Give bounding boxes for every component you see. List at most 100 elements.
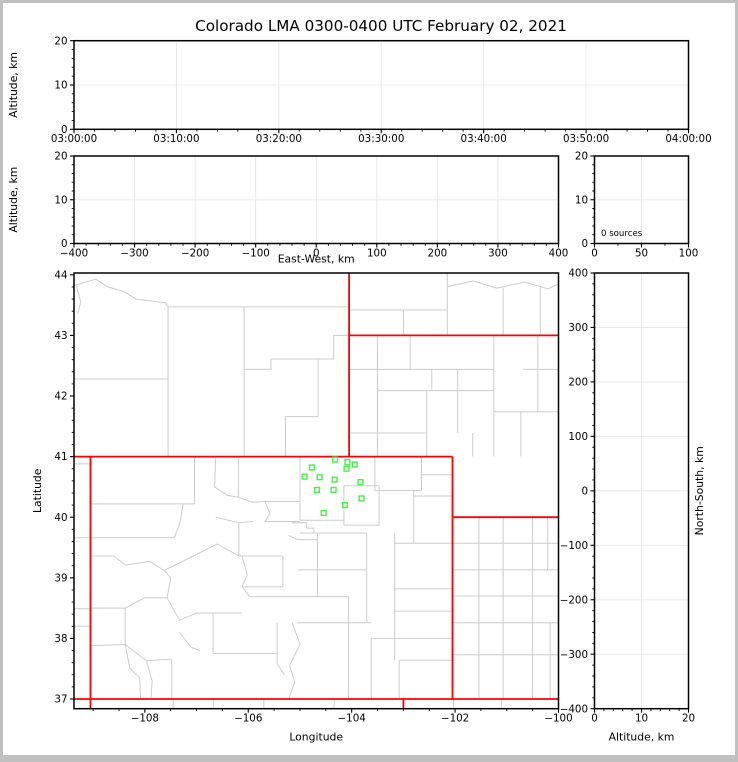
x-tick-label: 0 — [591, 247, 598, 259]
ew-height-xlabel: East-West, km — [278, 253, 355, 266]
x-tick-label: 03:40:00 — [461, 133, 507, 145]
county-boundary-line — [333, 698, 336, 709]
lma-station-marker — [308, 464, 316, 471]
map-ylabel: Latitude — [31, 468, 44, 513]
y-tick-label: 43 — [54, 330, 67, 342]
x-tick-label: 03:50:00 — [563, 133, 609, 145]
y-tick-label: 37 — [54, 694, 67, 706]
y-tick-label: 10 — [54, 80, 67, 92]
x-tick-label: 03:00:00 — [51, 133, 97, 145]
y-tick-label: 10 — [575, 194, 588, 206]
time-height-ylabel: Altitude, km — [7, 52, 20, 118]
county-boundary-line — [166, 597, 197, 621]
county-boundary-line — [288, 534, 298, 541]
x-tick-label: 04:00:00 — [665, 133, 711, 145]
y-tick-label: 400 — [568, 268, 588, 280]
x-tick-label: −100 — [544, 713, 572, 725]
lma-station-marker — [313, 486, 321, 494]
y-tick-label: 0 — [581, 238, 588, 250]
ns-height-ylabel: North-South, km — [693, 446, 706, 535]
county-boundary-line — [244, 334, 350, 370]
y-tick-label: 300 — [568, 322, 588, 334]
panel-spines — [73, 272, 560, 710]
panel-ns-height: 0 10 20 −400 −300 −200 −100 0 100 200 300 400 — [560, 268, 695, 725]
lma-station-marker — [332, 456, 339, 463]
county-boundary-line — [145, 660, 153, 700]
map-layers — [74, 273, 559, 709]
x-tick-label: −102 — [441, 713, 469, 725]
lma-station-marker — [343, 465, 350, 472]
lma-station-marker — [301, 473, 308, 480]
county-boundary-line — [241, 555, 248, 588]
county-boundary-line — [124, 644, 142, 700]
panel-time-height: 03:00:00 03:10:00 03:20:00 03:30:00 03:40:00… — [51, 35, 712, 145]
lma-station-marker — [357, 479, 364, 486]
y-tick-label: 0 — [61, 238, 68, 250]
y-tick-label: 0 — [61, 124, 68, 136]
county-boundary-line — [241, 586, 251, 597]
county-boundary-line — [173, 503, 184, 538]
county-boundary-line — [163, 543, 240, 571]
x-tick-label: −200 — [181, 247, 209, 259]
x-tick-label: −108 — [131, 713, 159, 725]
county-boundary-line — [276, 622, 285, 676]
x-tick-label: −104 — [338, 713, 366, 725]
map-xlabel: Longitude — [289, 731, 343, 744]
y-tick-label: −100 — [560, 540, 588, 552]
county-boundary-line — [90, 555, 165, 571]
y-tick-label: 40 — [54, 512, 67, 524]
county-boundary-line — [288, 622, 301, 700]
y-tick-label: −200 — [560, 594, 588, 606]
lma-station-marker — [351, 461, 358, 468]
lma-station-marker — [358, 495, 365, 502]
x-tick-label: 400 — [549, 247, 569, 259]
y-tick-label: 42 — [54, 391, 67, 403]
county-boundary-line — [90, 597, 168, 609]
county-boundary-line — [214, 457, 239, 498]
x-tick-label: 50 — [635, 247, 648, 259]
x-tick-label: 10 — [635, 713, 648, 725]
lma-station-marker — [331, 476, 338, 483]
y-tick-label: 100 — [568, 431, 588, 443]
county-boundary-line — [264, 501, 300, 522]
county-boundary-line — [76, 286, 82, 315]
ns-height-xlabel: Altitude, km — [609, 731, 675, 744]
y-tick-label: 44 — [54, 269, 67, 281]
county-boundary-line — [74, 278, 169, 308]
lma-station-marker — [320, 509, 327, 517]
lma-station-marker — [316, 474, 323, 481]
x-tick-label: 20 — [682, 713, 695, 725]
y-tick-label: 38 — [54, 633, 67, 645]
county-boundary-line — [163, 570, 172, 598]
county-boundary-line — [291, 522, 315, 533]
county-boundary-line — [237, 456, 267, 503]
y-tick-label: 200 — [568, 377, 588, 389]
x-tick-label: 0 — [591, 713, 598, 725]
x-tick-label: 03:20:00 — [256, 133, 302, 145]
source-count-annotation: 0 sources — [601, 229, 643, 239]
county-boundary-line — [447, 280, 559, 290]
x-tick-label: 300 — [488, 247, 508, 259]
y-tick-label: 10 — [54, 194, 67, 206]
figure-title: Colorado LMA 0300-0400 UTC February 02, … — [195, 17, 567, 35]
lma-station-marker — [341, 502, 349, 509]
y-tick-label: 20 — [575, 151, 588, 163]
county-boundary-line — [90, 644, 172, 662]
x-tick-label: 100 — [367, 247, 387, 259]
x-tick-label: −400 — [60, 247, 88, 259]
x-tick-label: 03:30:00 — [358, 133, 404, 145]
lma-station-marker — [344, 459, 351, 466]
y-tick-label: −300 — [560, 649, 588, 661]
y-tick-label: 20 — [54, 151, 67, 163]
x-tick-label: 200 — [428, 247, 448, 259]
county-boundary-line — [179, 631, 201, 651]
y-tick-label: 0 — [581, 485, 588, 497]
x-tick-label: −106 — [234, 713, 262, 725]
x-tick-label: 03:10:00 — [153, 133, 199, 145]
ew-height-ylabel: Altitude, km — [7, 167, 20, 233]
x-tick-label: 100 — [679, 247, 699, 259]
x-tick-label: 0 — [313, 247, 320, 259]
y-tick-label: 39 — [54, 572, 67, 584]
panel-map: −108 −106 −104 −102 −100 37 38 39 40 41 42 43 44 — [54, 269, 572, 724]
